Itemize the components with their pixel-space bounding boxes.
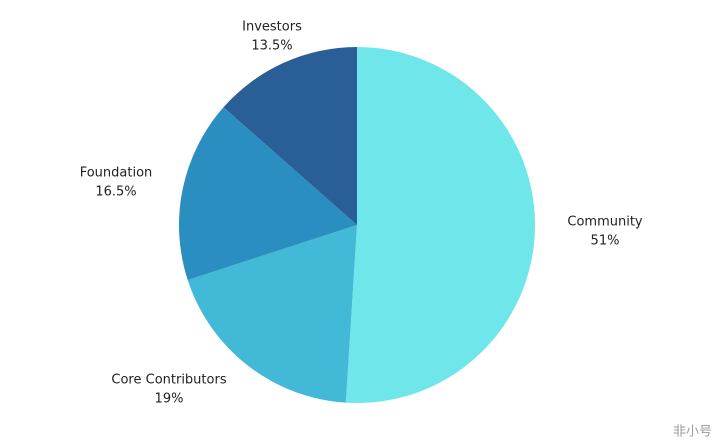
pie-slice [179, 107, 357, 281]
slice-label: Community [567, 215, 643, 230]
slice-label: Core Contributors [111, 373, 226, 388]
watermark: 非小号 [673, 425, 712, 440]
pie-slice [223, 47, 357, 225]
pie-slice [187, 225, 357, 403]
slice-value: 19% [155, 392, 184, 407]
slice-label: Investors [242, 20, 302, 35]
slice-value: 51% [591, 234, 620, 249]
slice-value: 16.5% [95, 185, 136, 200]
slice-label: Foundation [80, 166, 153, 181]
pie-slice [345, 47, 536, 404]
slice-value: 13.5% [251, 39, 292, 54]
